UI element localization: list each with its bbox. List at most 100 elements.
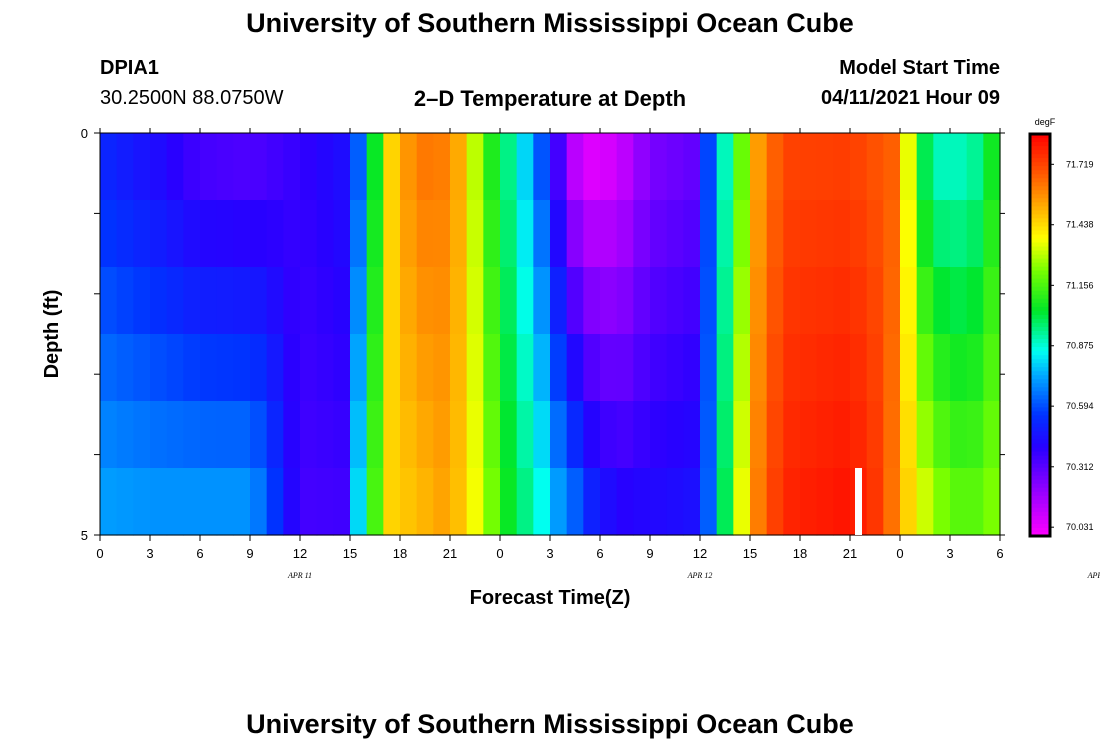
heat-cell — [133, 200, 151, 268]
heat-cell — [333, 401, 351, 469]
heat-cell — [616, 133, 634, 201]
heat-cell — [933, 133, 951, 201]
heat-cell — [966, 468, 984, 536]
colorbar-step — [1030, 531, 1050, 537]
heat-cell — [583, 468, 601, 536]
heat-cell — [433, 334, 451, 402]
colorbar-step — [1030, 170, 1050, 175]
colorbar-step — [1030, 463, 1050, 469]
heat-cell — [833, 267, 851, 335]
colorbar-step — [1030, 322, 1050, 328]
heat-cell — [250, 468, 268, 536]
heat-cell — [183, 133, 201, 201]
heat-cell — [933, 267, 951, 335]
colorbar-step — [1030, 270, 1050, 276]
heat-cell — [600, 200, 618, 268]
heat-cell — [333, 200, 351, 268]
colorbar-step — [1030, 302, 1050, 308]
heat-cell — [383, 401, 401, 469]
heat-cell — [316, 468, 334, 536]
heat-cell — [550, 401, 568, 469]
heat-cell — [133, 267, 151, 335]
colorbar-tick-label: 70.031 — [1066, 522, 1094, 532]
heat-cell — [366, 267, 384, 335]
heat-cell — [333, 133, 351, 201]
heat-cell — [416, 200, 434, 268]
colorbar-step — [1030, 214, 1050, 219]
colorbar-step — [1030, 250, 1050, 256]
heat-cell — [316, 401, 334, 469]
heat-cell — [766, 267, 784, 335]
heat-cell — [666, 334, 684, 402]
heat-cell — [433, 133, 451, 201]
heat-cell — [733, 334, 751, 402]
heat-cell — [233, 133, 251, 201]
heat-cell — [166, 133, 184, 201]
colorbar-tick-label: 70.875 — [1066, 341, 1094, 351]
colorbar-step — [1030, 318, 1050, 324]
heat-cell — [733, 267, 751, 335]
heat-cell — [366, 468, 384, 536]
heat-cell — [266, 401, 284, 469]
colorbar-step — [1030, 503, 1050, 509]
heat-cell — [300, 200, 318, 268]
heat-cell — [150, 200, 168, 268]
x-tick-label: 0 — [96, 546, 103, 561]
heat-cell — [916, 401, 934, 469]
heat-cell — [183, 401, 201, 469]
heat-cell — [683, 401, 701, 469]
heat-cell — [133, 468, 151, 536]
heat-cell — [650, 401, 668, 469]
heat-cell — [200, 468, 218, 536]
heat-cell — [516, 133, 534, 201]
heat-cell — [216, 334, 234, 402]
heat-cell — [300, 133, 318, 201]
model-start-label: Model Start Time — [839, 57, 1000, 79]
heat-cell — [283, 401, 301, 469]
colorbar-step — [1030, 375, 1050, 380]
heat-cell — [416, 468, 434, 536]
heat-cell — [983, 267, 1001, 335]
heat-cell — [900, 133, 918, 201]
heat-cell — [816, 401, 834, 469]
colorbar-step — [1030, 435, 1050, 441]
heat-cell — [833, 401, 851, 469]
colorbar-step — [1030, 407, 1050, 412]
heat-cell — [516, 468, 534, 536]
heat-cell — [750, 401, 768, 469]
heat-cell — [216, 267, 234, 335]
chart-subtitle: 2–D Temperature at Depth — [413, 86, 687, 111]
heat-cell — [950, 267, 968, 335]
heat-cell — [916, 334, 934, 402]
colorbar-tick-label: 70.594 — [1066, 401, 1094, 411]
heat-cell — [383, 267, 401, 335]
colorbar-step — [1030, 431, 1050, 436]
colorbar-step — [1030, 511, 1050, 517]
colorbar-step — [1030, 427, 1050, 432]
heat-cell — [283, 468, 301, 536]
heat-cell — [700, 401, 718, 469]
colorbar-step — [1030, 495, 1050, 501]
heat-cell — [916, 200, 934, 268]
heat-cell — [750, 267, 768, 335]
heat-cell — [700, 468, 718, 536]
colorbar-step — [1030, 443, 1050, 449]
heat-cell — [700, 133, 718, 201]
heat-cell — [200, 200, 218, 268]
heat-cell — [100, 468, 118, 536]
station-coordinates: 30.2500N 88.0750W — [100, 87, 284, 109]
x-tick-label: 15 — [343, 546, 357, 561]
heat-cell — [500, 133, 518, 201]
heat-cell — [766, 401, 784, 469]
heat-cell — [933, 401, 951, 469]
heat-cell — [483, 133, 501, 201]
colorbar-step — [1030, 479, 1050, 485]
heat-cell — [883, 401, 901, 469]
heat-cell — [566, 401, 584, 469]
heat-cell — [566, 468, 584, 536]
heat-cell — [683, 133, 701, 201]
heat-cell — [716, 401, 734, 469]
heat-cell — [150, 133, 168, 201]
heat-cell — [133, 401, 151, 469]
heat-cell — [616, 267, 634, 335]
